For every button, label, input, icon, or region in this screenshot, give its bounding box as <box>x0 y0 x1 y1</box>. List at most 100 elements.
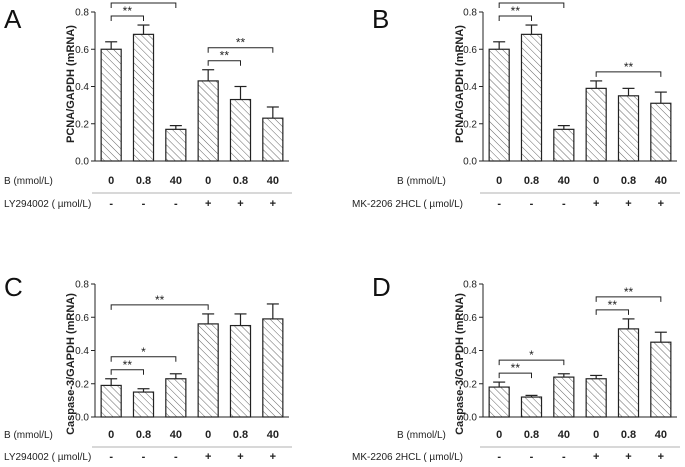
bar <box>488 48 510 162</box>
treatment-sign: + <box>237 451 243 463</box>
significance-bracket <box>498 359 565 366</box>
plot-area: 0.0 0.2 0.4 0.6 0.8 0 0.8 40 0 0.8 40 - - - + + + ** ** ** *… <box>75 0 292 210</box>
treatment-sign: + <box>270 451 276 463</box>
category-label: 40 <box>558 175 570 187</box>
y-tick-label: 0.2 <box>75 119 89 130</box>
y-tick-label: 0.2 <box>463 379 477 390</box>
y-tick-label: 0.4 <box>463 82 477 93</box>
y-tick-label: 0.4 <box>75 82 89 93</box>
treatment-sign: + <box>205 198 211 210</box>
significance-bracket <box>110 2 177 9</box>
row2-label: LY294002 ( µmol/L) <box>4 199 91 210</box>
significance-label: ** <box>123 358 133 372</box>
y-tick-label: 0.8 <box>75 8 89 19</box>
category-label: 0 <box>496 429 502 441</box>
treatment-sign: - <box>562 198 566 210</box>
significance-bracket <box>595 309 629 315</box>
category-label: 40 <box>558 429 570 441</box>
category-label: 0 <box>496 175 502 187</box>
y-tick-label: 0.4 <box>75 346 89 357</box>
bar <box>650 341 672 418</box>
category-label: 0.8 <box>233 175 248 187</box>
category-label: 0 <box>593 429 599 441</box>
y-tick-label: 0.6 <box>75 313 89 324</box>
panel-letter-b: B <box>372 4 389 34</box>
y-tick-label: 0.0 <box>463 413 477 424</box>
treatment-sign: - <box>174 451 178 463</box>
bar <box>520 33 543 162</box>
bar <box>132 391 155 418</box>
significance-bracket <box>498 15 532 22</box>
significance-label: ** <box>527 0 537 5</box>
significance-label: ** <box>220 49 230 63</box>
significance-bracket <box>595 71 662 77</box>
significance-label: ** <box>139 0 149 5</box>
bar <box>100 384 122 418</box>
bar <box>197 323 219 418</box>
significance-bracket <box>498 2 565 9</box>
category-label: 0 <box>108 175 114 187</box>
y-tick-label: 0.6 <box>75 45 89 56</box>
category-label: 0.8 <box>136 175 151 187</box>
significance-bracket <box>207 47 274 53</box>
row2-label: MK-2206 2HCL ( µmol/L) <box>352 452 463 463</box>
bar <box>585 87 607 162</box>
category-label: 0.8 <box>621 175 636 187</box>
y-axis-label: Caspase-3/GAPDH (mRNA) <box>454 293 466 435</box>
significance-bracket <box>110 369 144 375</box>
category-label: 0 <box>108 429 114 441</box>
treatment-sign: - <box>562 451 566 463</box>
bar <box>488 386 510 418</box>
bar <box>262 117 284 162</box>
y-tick-label: 0.8 <box>463 8 477 19</box>
category-label: 40 <box>267 429 279 441</box>
treatment-sign: - <box>142 198 146 210</box>
treatment-sign: + <box>237 198 243 210</box>
row2-label: MK-2206 2HCL ( µmol/L) <box>352 199 463 210</box>
plot-area: 0.00.20.40.60.80 0.8 40 0 0.8 40- - - + + +******* <box>463 280 680 463</box>
treatment-sign: - <box>174 198 178 210</box>
y-axis-label: PCNA/GAPDH (mRNA) <box>65 25 77 143</box>
bar <box>100 48 122 162</box>
y-tick-label: 0.0 <box>75 413 89 424</box>
category-label: 40 <box>655 429 667 441</box>
significance-label: * <box>141 345 146 359</box>
panel-letter-c: C <box>4 272 23 302</box>
significance-bracket <box>207 60 241 66</box>
category-label: 40 <box>655 175 667 187</box>
category-label: 0.8 <box>621 429 636 441</box>
bar <box>617 95 640 162</box>
panel-b: B PCNA/GAPDH (mRNA) B (mmol/L) MK-2206 2… <box>352 0 680 210</box>
significance-label: ** <box>624 60 634 74</box>
plot-area: 0.00.20.40.60.80 0.8 40 0 0.8 40- - - + + +***** <box>75 280 292 463</box>
category-label: 0.8 <box>233 429 248 441</box>
bar <box>520 396 543 418</box>
category-label: 0.8 <box>524 429 539 441</box>
treatment-sign: + <box>625 451 631 463</box>
significance-label: ** <box>511 4 521 18</box>
panel-a: A PCNA/GAPDH (mRNA) B (mmol/L) LY294002 … <box>4 0 292 210</box>
treatment-sign: + <box>658 451 664 463</box>
bar <box>197 80 219 162</box>
significance-bracket <box>110 304 209 310</box>
significance-label: * <box>529 348 534 362</box>
bar <box>165 128 187 162</box>
y-tick-label: 0.4 <box>463 346 477 357</box>
treatment-sign: - <box>109 451 113 463</box>
y-tick-label: 0.0 <box>463 157 477 168</box>
y-tick-label: 0.6 <box>463 45 477 56</box>
bar <box>617 328 640 418</box>
panel-c: C Caspase-3/GAPDH (mRNA) B (mmol/L) LY29… <box>4 272 292 463</box>
bar <box>553 128 575 162</box>
treatment-sign: + <box>593 198 599 210</box>
treatment-sign: - <box>530 451 534 463</box>
bar <box>132 33 155 162</box>
treatment-sign: + <box>625 198 631 210</box>
row1-label: B (mmol/L) <box>4 430 53 441</box>
row2-label: LY294002 ( µmol/L) <box>4 452 91 463</box>
panel-letter-a: A <box>4 4 22 34</box>
significance-label: ** <box>624 285 634 299</box>
category-label: 0.8 <box>136 429 151 441</box>
panel-d: D Caspase-3/GAPDH (mRNA) B (mmol/L) MK-2… <box>352 272 680 463</box>
treatment-sign: - <box>142 451 146 463</box>
